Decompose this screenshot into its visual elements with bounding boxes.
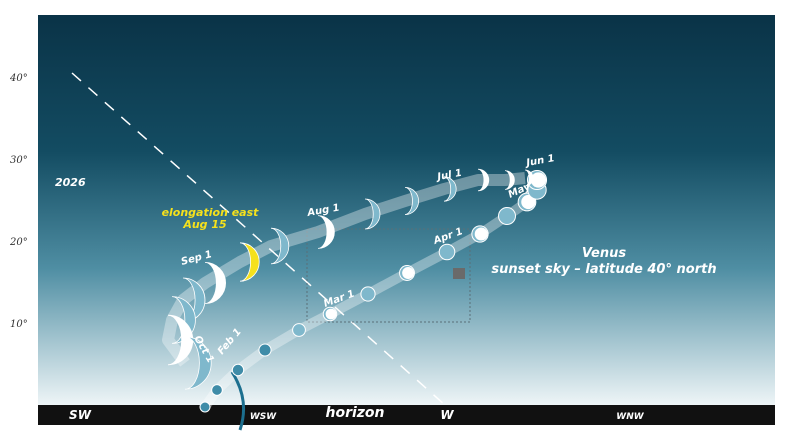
venus-phase <box>167 314 194 366</box>
venus-phase <box>443 176 457 202</box>
altitude-tick: 40° <box>9 73 28 84</box>
year: 2026 <box>55 176 86 189</box>
venus-lit <box>234 365 243 374</box>
venus-disk <box>231 363 245 377</box>
inset-box <box>306 228 471 323</box>
altitude-tick: 10° <box>10 319 28 330</box>
venus-lit <box>521 194 536 210</box>
compass-label: SW <box>69 408 92 422</box>
venus-disk <box>211 384 223 396</box>
altitude-tick: 30° <box>10 155 28 166</box>
altitude-tick: 20° <box>9 237 28 248</box>
compass-label: WNW <box>616 412 644 422</box>
venus-disk <box>498 207 516 225</box>
venus-phase <box>524 169 534 187</box>
venus-disk <box>438 243 456 261</box>
venus-disk <box>258 343 272 357</box>
venus-phase <box>239 242 260 282</box>
venus-lit <box>261 345 271 355</box>
venus-lit <box>530 172 547 188</box>
venus-lit <box>202 403 210 411</box>
venus-lit <box>501 209 515 223</box>
venus-phase <box>364 198 381 230</box>
venus-lit <box>363 288 374 299</box>
venus-lit <box>442 246 454 258</box>
venus-lit <box>474 227 488 241</box>
sky <box>38 15 775 405</box>
venus-lit <box>214 386 223 395</box>
venus-phase <box>270 227 290 265</box>
compass-label: W <box>440 408 454 422</box>
subtitle: sunset sky – latitude 40° north <box>491 262 716 277</box>
venus-phase <box>404 187 419 215</box>
date-label: Jul 1 <box>435 168 463 183</box>
horizon-bar <box>38 405 775 425</box>
venus-lit <box>295 325 305 335</box>
venus-lit <box>402 267 415 279</box>
compass-label: WSW <box>250 412 277 422</box>
venus-path <box>162 168 548 431</box>
venus-phase <box>504 170 515 190</box>
horizon-label: horizon <box>325 405 384 421</box>
venus-disk <box>199 401 211 413</box>
date-label: Jun 1 <box>524 153 556 169</box>
venus-phase <box>184 336 212 390</box>
ecliptic <box>71 72 446 406</box>
venus-disk <box>292 323 306 337</box>
elongation-date: Aug 15 <box>182 218 227 231</box>
sun-arc <box>230 371 246 431</box>
venus-phase <box>477 168 490 192</box>
elongation-title: elongation east <box>162 206 260 219</box>
title: Venus <box>582 246 626 261</box>
venus-lit <box>325 308 337 320</box>
venus-phase <box>317 215 335 249</box>
venus-disk <box>360 286 376 302</box>
icon <box>453 268 465 279</box>
